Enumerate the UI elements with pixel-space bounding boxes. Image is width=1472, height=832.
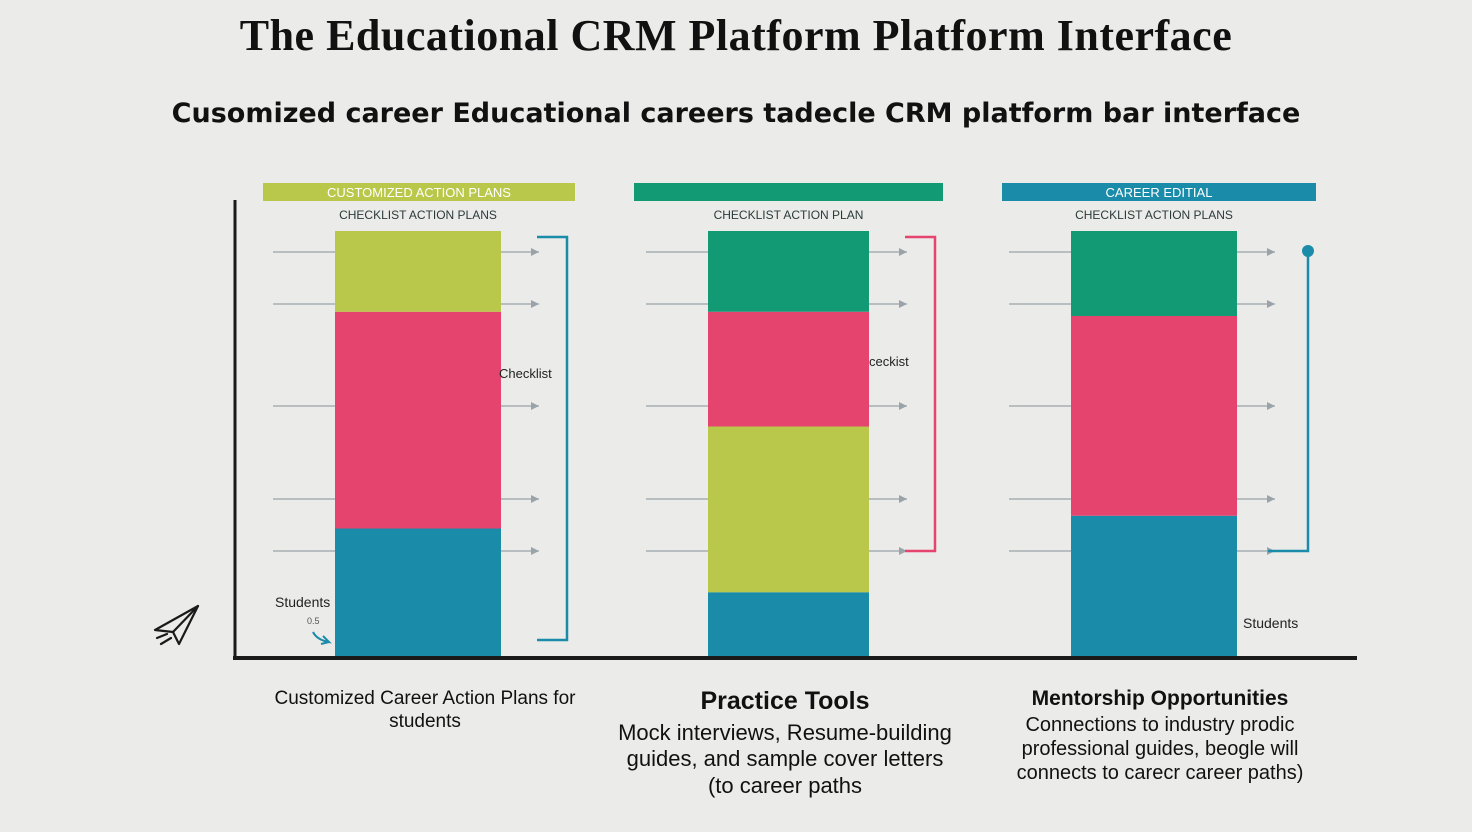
- bar-segment: [708, 311, 869, 427]
- bar-segment: [335, 528, 501, 656]
- caption-desc: Mock interviews, Resume-building guides,…: [618, 720, 952, 798]
- guide-arrow: [899, 248, 907, 256]
- guide-arrow: [531, 248, 539, 256]
- caption-title: Practice Tools: [700, 687, 870, 715]
- column-header-band: [634, 183, 943, 201]
- guide-arrow: [1267, 300, 1275, 308]
- page-title: The Educational CRM Platform Platform In…: [239, 11, 1233, 60]
- column-header-band: [1002, 183, 1316, 201]
- caption-desc: Connections to industry prodic professio…: [1016, 714, 1304, 785]
- guide-arrow: [1267, 495, 1275, 503]
- guide-arrow: [531, 402, 539, 410]
- column-sub-label: CHECKLIST ACTION PLAN: [714, 208, 864, 222]
- bar-segment: [708, 592, 869, 656]
- guide-arrow: [531, 300, 539, 308]
- guide-arrow: [1267, 248, 1275, 256]
- bottom-note: 0.5: [307, 616, 320, 626]
- bracket: [537, 235, 569, 642]
- caption-desc: Customized Career Action Plans for stude…: [274, 688, 576, 732]
- bar-segment: [1071, 231, 1237, 316]
- side-label: Checklist: [499, 366, 552, 381]
- column-header-label: CAREER EDITIAL: [1106, 185, 1213, 200]
- bar-segment: [335, 231, 501, 312]
- bracket: [1268, 251, 1310, 553]
- caption-practice-tools: Practice Tools Mock interviews, Resume-b…: [615, 686, 955, 799]
- column-sub-label: CHECKLIST ACTION PLANS: [1075, 208, 1233, 222]
- guide-arrow: [899, 547, 907, 555]
- bar-segment: [708, 426, 869, 593]
- bracket-dot: [1302, 245, 1314, 257]
- caption-mentorship: Mentorship Opportunities Connections to …: [990, 686, 1330, 785]
- caption-title: Mentorship Opportunities: [1031, 687, 1289, 710]
- guide-arrow: [899, 495, 907, 503]
- bar-segment: [1071, 515, 1237, 656]
- guide-arrow: [899, 402, 907, 410]
- bracket: [905, 235, 937, 553]
- guide-arrow: [1267, 402, 1275, 410]
- students-label: Students: [275, 594, 330, 610]
- guide-arrow: [531, 495, 539, 503]
- curved-arrow-icon: [312, 631, 332, 645]
- column-header-label: CUSTOMIZED ACTION PLANS: [327, 185, 511, 200]
- column-sub-label: CHECKLIST ACTION PLANS: [339, 208, 497, 222]
- page-subtitle: Cusomized career Educational careers tad…: [171, 98, 1301, 129]
- side-label: ceckist: [869, 354, 909, 369]
- guide-arrow: [531, 547, 539, 555]
- guide-arrow: [899, 300, 907, 308]
- students-label: Students: [1243, 615, 1298, 631]
- bar-segment: [708, 231, 869, 312]
- paper-plane-icon: [153, 604, 200, 646]
- bar-segment: [1071, 316, 1237, 516]
- caption-action-plans: Customized Career Action Plans for stude…: [250, 688, 600, 734]
- bar-segment: [335, 311, 501, 529]
- column-header-band: [263, 183, 575, 201]
